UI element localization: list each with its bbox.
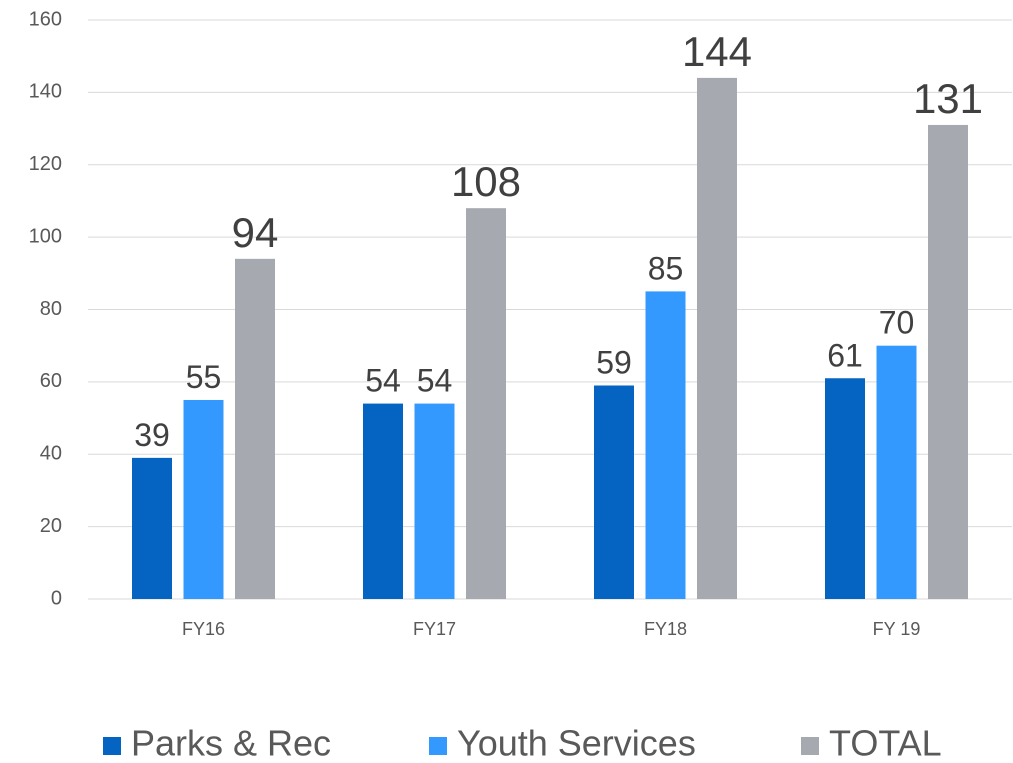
legend-label: Youth Services (457, 723, 696, 763)
legend-swatch (103, 737, 121, 755)
legend-swatch (801, 737, 819, 755)
y-tick-label: 160 (29, 8, 62, 30)
y-tick-label: 60 (40, 370, 62, 392)
bar (928, 124, 968, 599)
y-tick-label: 80 (40, 298, 62, 320)
data-label: 39 (134, 417, 170, 453)
bar (697, 77, 737, 599)
y-tick-label: 20 (40, 515, 62, 537)
data-label: 85 (648, 250, 684, 286)
data-label: 59 (596, 344, 632, 380)
data-label: 94 (232, 209, 279, 256)
bar (132, 457, 172, 599)
x-tick-label: FY18 (644, 619, 687, 639)
data-label: 54 (365, 363, 401, 399)
bar (466, 208, 506, 600)
legend-label: TOTAL (829, 723, 942, 763)
legend-label: Parks & Rec (131, 723, 331, 763)
bar (363, 403, 403, 599)
y-tick-label: 140 (29, 81, 62, 103)
y-tick-label: 0 (51, 587, 62, 609)
data-label: 131 (913, 75, 983, 122)
data-label: 55 (186, 359, 222, 395)
bar (414, 403, 455, 599)
bar (825, 378, 865, 599)
bar (876, 345, 917, 599)
bar (235, 258, 275, 599)
data-label: 61 (827, 337, 863, 373)
y-tick-label: 120 (29, 153, 62, 175)
x-tick-label: FY 19 (873, 619, 921, 639)
data-label: 54 (417, 363, 453, 399)
y-tick-label: 100 (29, 225, 62, 247)
bar (183, 399, 224, 599)
data-label: 144 (682, 28, 752, 75)
data-label: 70 (879, 305, 915, 341)
bar (594, 385, 634, 599)
x-tick-label: FY17 (413, 619, 456, 639)
x-tick-label: FY16 (182, 619, 225, 639)
data-label: 108 (451, 158, 521, 205)
y-tick-label: 40 (40, 443, 62, 465)
legend-swatch (429, 737, 447, 755)
bar (645, 291, 686, 599)
